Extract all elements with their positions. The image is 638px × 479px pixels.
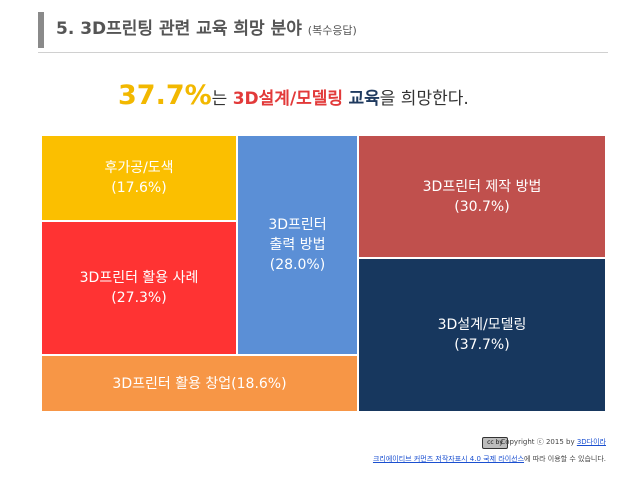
headline-topic: 3D설계/모델링 bbox=[232, 89, 344, 109]
tile-label: 3D프린터 출력 방법 (28.0%) bbox=[268, 217, 327, 273]
tile-label: 3D설계/모델링 (37.7%) bbox=[437, 317, 527, 353]
copyright-author-link[interactable]: 3D다이라 bbox=[576, 438, 606, 446]
tile-label: 3D프린터 활용 창업(18.6%) bbox=[112, 375, 287, 392]
copyright-prefix: Copyright ⓒ 2015 by bbox=[500, 438, 577, 446]
page-subtitle: (복수응답) bbox=[307, 24, 357, 37]
tile-build-method: 3D프린터 제작 방법 (30.7%) bbox=[359, 136, 605, 257]
headline-percent: 37.7% bbox=[118, 80, 212, 111]
copyright-line: Copyright ⓒ 2015 by 3D다이라 bbox=[500, 437, 606, 447]
tile-label: 후가공/도색 (17.6%) bbox=[104, 160, 174, 196]
cc-license-badge: cc by bbox=[482, 437, 508, 449]
tile-startup: 3D프린터 활용 창업(18.6%) bbox=[42, 356, 357, 411]
tile-use-cases: 3D프린터 활용 사례 (27.3%) bbox=[42, 222, 236, 354]
tile-print-method: 3D프린터 출력 방법 (28.0%) bbox=[238, 136, 357, 354]
tile-modeling: 3D설계/모델링 (37.7%) bbox=[359, 259, 605, 411]
headline-particle: 는 bbox=[211, 89, 228, 109]
headline-rest: 을 희망한다. bbox=[379, 89, 469, 109]
tile-post-processing: 후가공/도색 (17.6%) bbox=[42, 136, 236, 220]
page-title-text: 5. 3D프린팅 관련 교육 희망 분야 bbox=[56, 19, 302, 39]
tile-label: 3D프린터 제작 방법 (30.7%) bbox=[422, 178, 542, 215]
license-suffix: 에 따라 이용할 수 있습니다. bbox=[524, 455, 606, 463]
page-title: 5. 3D프린팅 관련 교육 희망 분야 (복수응답) bbox=[56, 14, 357, 39]
license-link[interactable]: 크리에이티브 커먼즈 저작자표시 4.0 국제 라이선스 bbox=[372, 455, 525, 463]
tile-label: 3D프린터 활용 사례 (27.3%) bbox=[79, 270, 199, 306]
headline-education: 교육 bbox=[348, 89, 380, 109]
treemap-chart: 후가공/도색 (17.6%) 3D프린터 활용 사례 (27.3%) 3D프린터 출… bbox=[42, 136, 605, 411]
headline: 37.7%는 3D설계/모델링 교육을 희망한다. bbox=[118, 80, 469, 111]
license-line: 크리에이티브 커먼즈 저작자표시 4.0 국제 라이선스에 따라 이용할 수 있… bbox=[373, 454, 606, 464]
title-accent-bar bbox=[38, 12, 44, 48]
title-divider bbox=[38, 52, 608, 53]
